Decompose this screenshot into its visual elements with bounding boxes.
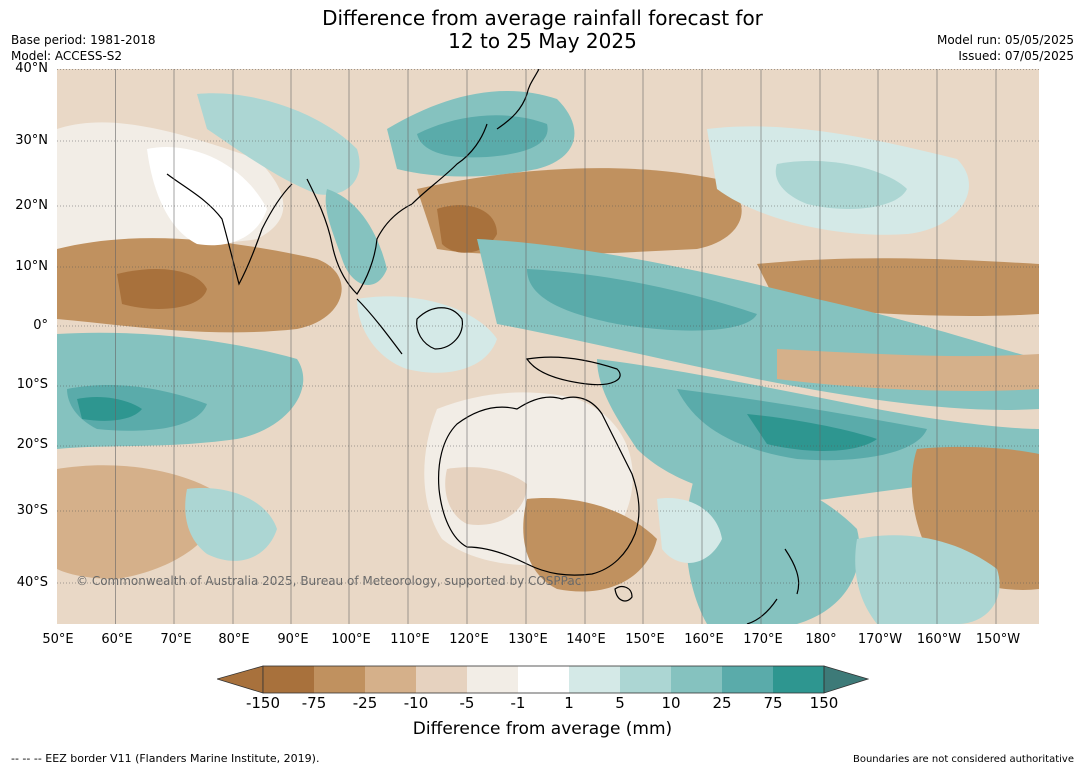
lon-label-170w: 170°W bbox=[857, 632, 903, 647]
model-run: Model run: 05/05/2025 bbox=[936, 33, 1074, 47]
meridians bbox=[115, 69, 997, 624]
region-spcz-wet-max bbox=[747, 414, 877, 451]
title-line-2: 12 to 25 May 2025 bbox=[448, 29, 637, 53]
colorbar-seg-wet-10 bbox=[671, 666, 722, 693]
lon-label-150e: 150°E bbox=[625, 632, 665, 647]
colorbar-seg-wet-1 bbox=[569, 666, 620, 693]
lon-label-70e: 70°E bbox=[160, 632, 192, 647]
colorbar-arrow-dry bbox=[217, 665, 264, 694]
lon-label-100e: 100°E bbox=[331, 632, 371, 647]
colorbar-label-6: 1 bbox=[564, 694, 574, 712]
colorbar bbox=[217, 665, 869, 694]
lat-label-20n: 20°N bbox=[15, 198, 48, 213]
region-tasman-wet-light bbox=[657, 498, 722, 563]
region-tasman-wet bbox=[686, 468, 860, 624]
lon-label-60e: 60°E bbox=[101, 632, 133, 647]
colorbar-seg-wet-5 bbox=[620, 666, 671, 693]
lon-label-170e: 170°E bbox=[743, 632, 783, 647]
colorbar-label-3: -10 bbox=[403, 694, 429, 712]
colorbar-label-9: 25 bbox=[712, 694, 732, 712]
coastlines bbox=[166, 69, 800, 624]
region-maritime-light bbox=[357, 296, 497, 373]
colorbar-seg-dry-5 bbox=[467, 666, 518, 693]
region-dry-core-west bbox=[117, 269, 207, 309]
colorbar-label-1: -75 bbox=[301, 694, 327, 712]
colorbar-seg-dry-75 bbox=[314, 666, 365, 693]
colorbar-label-8: 10 bbox=[661, 694, 681, 712]
lon-label-120e: 120°E bbox=[449, 632, 489, 647]
lat-label-40s: 40°S bbox=[16, 575, 48, 590]
base-period: Base period: 1981-2018 bbox=[11, 33, 156, 47]
region-india-light bbox=[147, 147, 267, 246]
colorbar-title: Difference from average (mm) bbox=[412, 719, 673, 739]
region-wpacific-wet-core bbox=[527, 269, 757, 331]
lat-label-30s: 30°S bbox=[16, 503, 48, 518]
issued-date: Issued: 07/05/2025 bbox=[958, 49, 1074, 63]
lat-label-20s: 20°S bbox=[16, 437, 48, 452]
lat-label-30n: 30°N bbox=[15, 133, 48, 148]
lat-label-0: 0° bbox=[33, 318, 48, 333]
lon-label-160w: 160°W bbox=[916, 632, 962, 647]
colorbar-label-0: -150 bbox=[245, 694, 281, 712]
colorbar-seg-neutral bbox=[518, 666, 569, 693]
copyright-notice: © Commonwealth of Australia 2025, Bureau… bbox=[76, 574, 582, 588]
region-sepacific-light bbox=[855, 535, 1000, 624]
eez-note: -- -- -- EEZ border V11 (Flanders Marine… bbox=[11, 752, 320, 765]
meta-right: Model run: 05/05/2025 Issued: 07/05/2025 bbox=[937, 32, 1074, 64]
australia-coastline bbox=[437, 396, 640, 576]
lon-label-150w: 150°W bbox=[975, 632, 1021, 647]
region-sio-light-south bbox=[185, 488, 277, 561]
colorbar-seg-wet-75 bbox=[773, 666, 824, 693]
rainfall-anomaly-map[interactable] bbox=[57, 69, 1039, 624]
region-ne-pacific-wet-core bbox=[775, 160, 907, 209]
colorbar-label-5: -1 bbox=[510, 694, 526, 712]
colorbar-label-10: 75 bbox=[763, 694, 783, 712]
lon-label-160e: 160°E bbox=[684, 632, 724, 647]
region-sio-wet-max bbox=[77, 397, 142, 421]
lon-label-50e: 50°E bbox=[42, 632, 74, 647]
colorbar-seg-dry-25 bbox=[365, 666, 416, 693]
title-line-1: Difference from average rainfall forecas… bbox=[322, 6, 763, 30]
meta-left: Base period: 1981-2018 Model: ACCESS-S2 bbox=[11, 32, 156, 64]
lat-label-40n: 40°N bbox=[15, 61, 48, 76]
lon-label-180: 180° bbox=[805, 632, 837, 647]
colorbar-label-4: -5 bbox=[459, 694, 475, 712]
lon-label-130e: 130°E bbox=[508, 632, 548, 647]
colorbar-arrow-wet bbox=[823, 665, 869, 694]
lat-label-10s: 10°S bbox=[16, 377, 48, 392]
lon-label-140e: 140°E bbox=[566, 632, 606, 647]
colorbar-seg-wet-25 bbox=[722, 666, 773, 693]
region-sio-dry-south bbox=[57, 465, 227, 579]
region-se-aus-dry bbox=[523, 498, 657, 592]
colorbar-seg-dry-10 bbox=[416, 666, 467, 693]
lon-label-90e: 90°E bbox=[277, 632, 309, 647]
region-eq-dry-east bbox=[777, 349, 1039, 391]
lon-label-110e: 110°E bbox=[390, 632, 430, 647]
region-npacific-dry bbox=[417, 168, 742, 255]
region-tibet-wet bbox=[197, 93, 360, 195]
region-australia-dry bbox=[445, 467, 527, 525]
colorbar-seg-dry-150 bbox=[263, 666, 314, 693]
boundary-note: Boundaries are not considered authoritat… bbox=[852, 754, 1074, 765]
lat-label-10n: 10°N bbox=[15, 259, 48, 274]
region-indochina-wet bbox=[325, 189, 387, 286]
colorbar-label-11: 150 bbox=[809, 694, 839, 712]
colorbar-frame bbox=[262, 665, 825, 694]
colorbar-label-2: -25 bbox=[352, 694, 378, 712]
colorbar-label-7: 5 bbox=[615, 694, 625, 712]
model-name: Model: ACCESS-S2 bbox=[11, 49, 123, 63]
lon-label-80e: 80°E bbox=[218, 632, 250, 647]
